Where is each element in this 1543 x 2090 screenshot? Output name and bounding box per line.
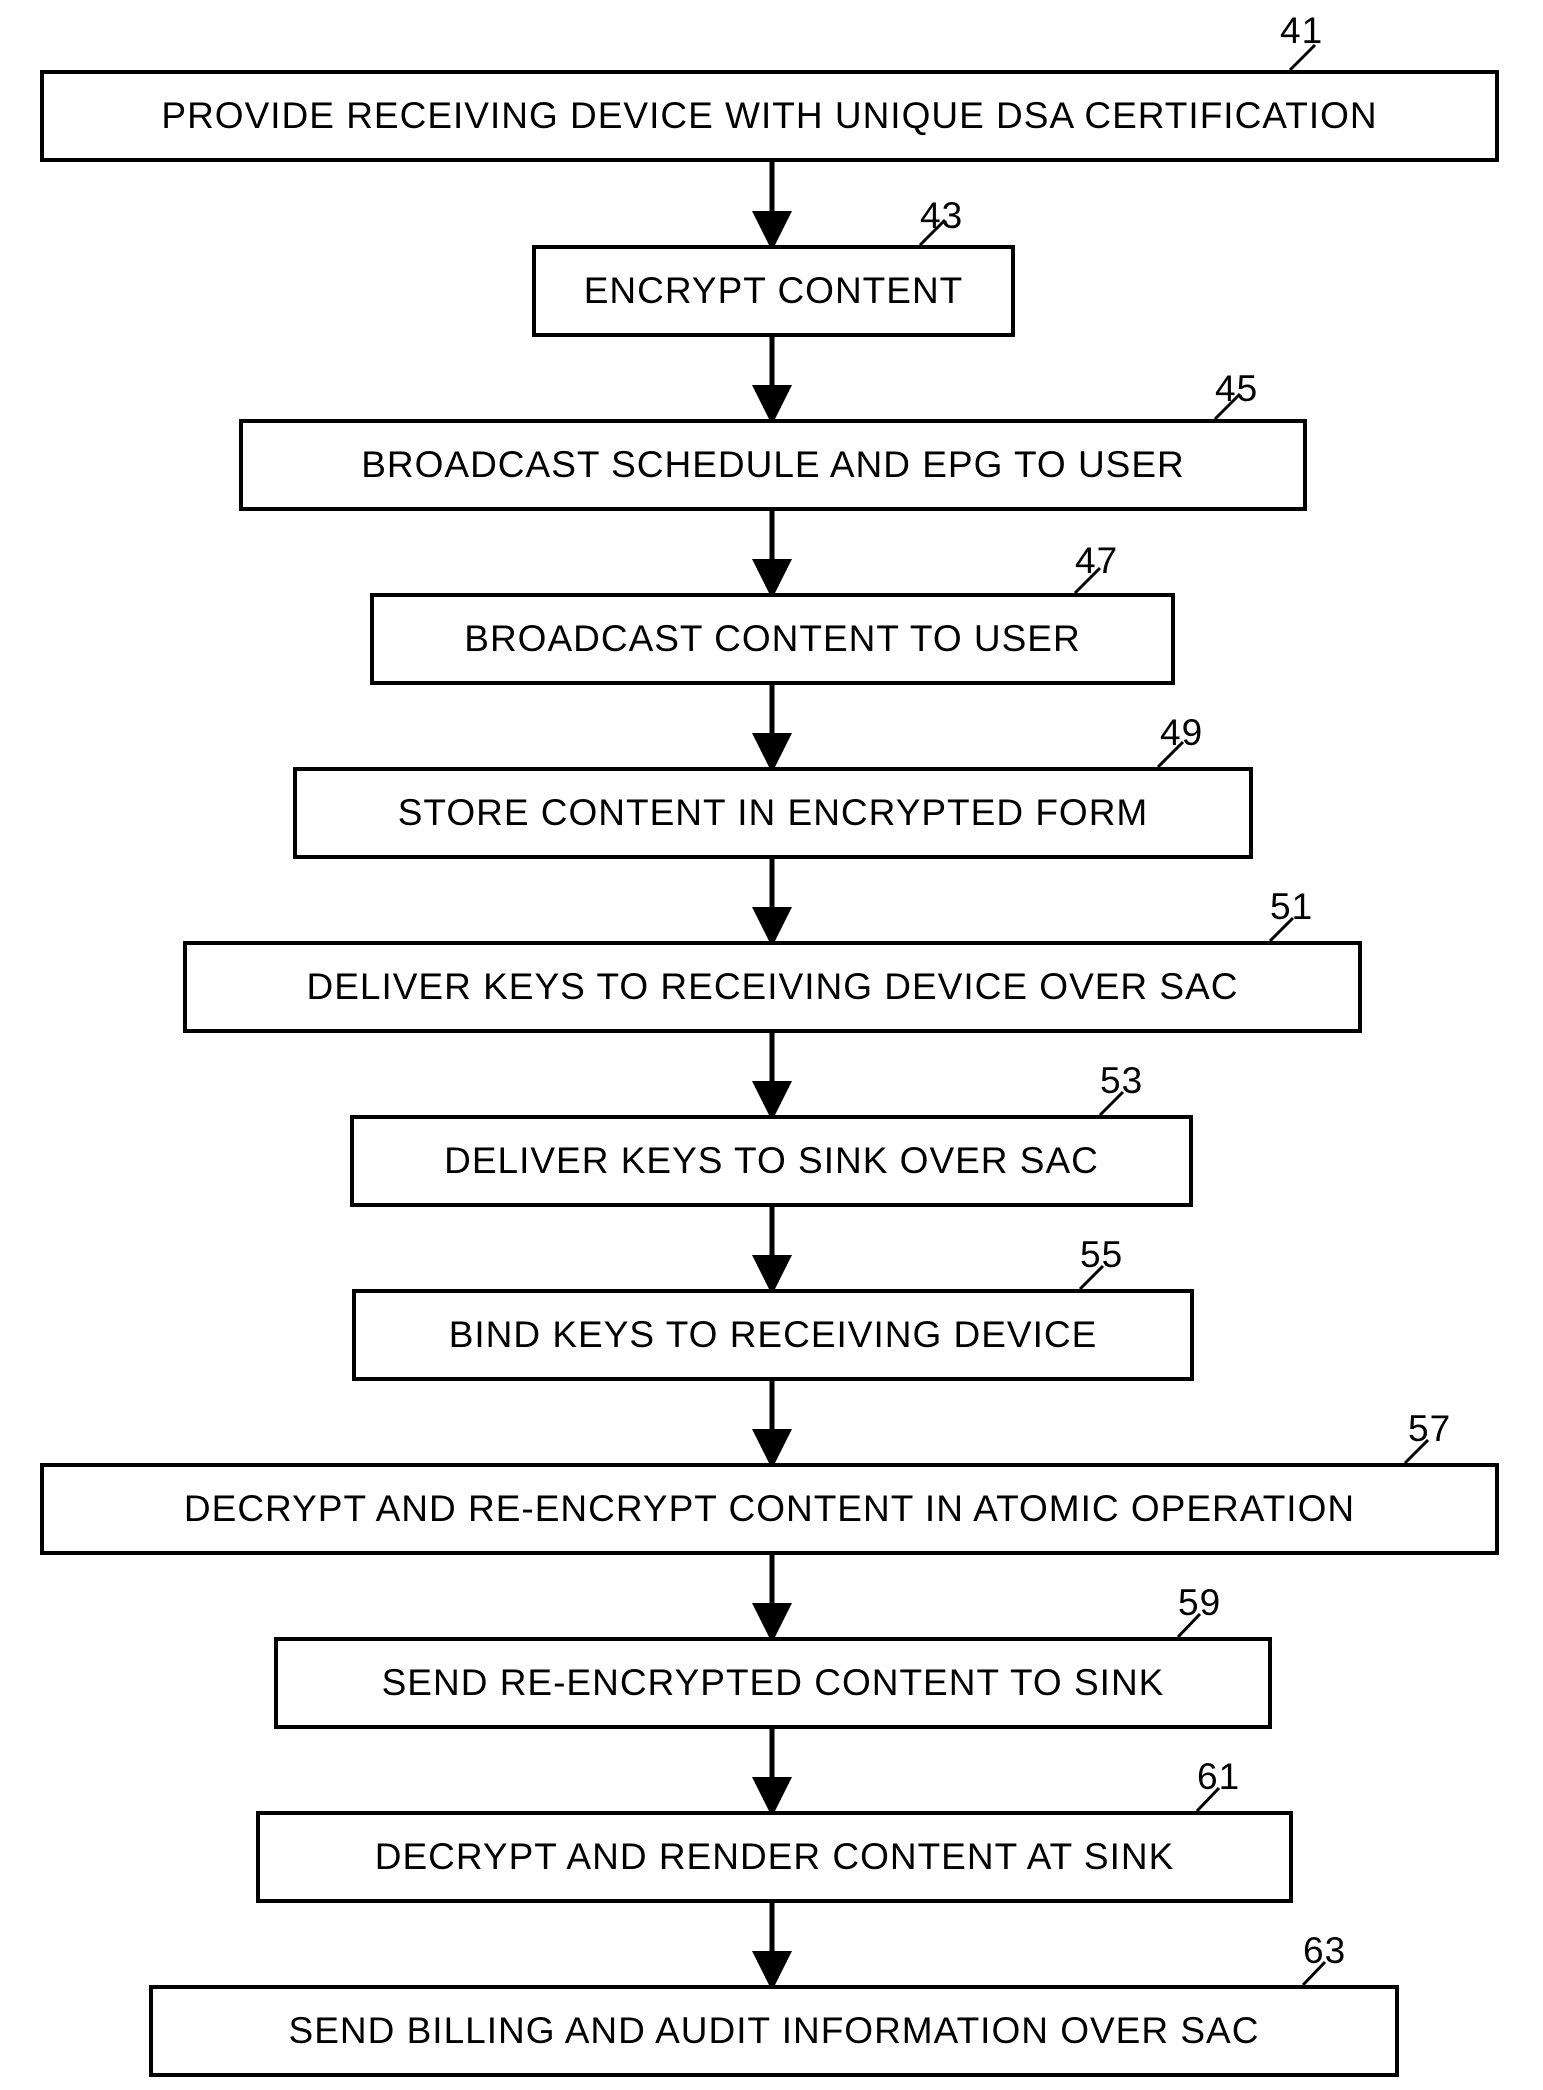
flow-step-45: BROADCAST SCHEDULE AND EPG TO USER <box>239 419 1307 511</box>
flow-step-51: DELIVER KEYS TO RECEIVING DEVICE OVER SA… <box>183 941 1362 1033</box>
flow-step-59: SEND RE-ENCRYPTED CONTENT TO SINK <box>274 1637 1272 1729</box>
ref-number-61: 61 <box>1197 1756 1240 1798</box>
ref-number-49: 49 <box>1160 712 1203 754</box>
ref-number-59: 59 <box>1178 1582 1221 1624</box>
ref-number-53: 53 <box>1100 1060 1143 1102</box>
flow-step-55: BIND KEYS TO RECEIVING DEVICE <box>352 1289 1194 1381</box>
flow-step-label: BROADCAST CONTENT TO USER <box>464 618 1080 660</box>
flowchart-canvas: PROVIDE RECEIVING DEVICE WITH UNIQUE DSA… <box>0 0 1543 2090</box>
flow-step-53: DELIVER KEYS TO SINK OVER SAC <box>350 1115 1193 1207</box>
ref-number-41: 41 <box>1280 10 1323 52</box>
ref-number-55: 55 <box>1080 1234 1123 1276</box>
ref-number-51: 51 <box>1270 886 1313 928</box>
ref-number-63: 63 <box>1303 1930 1346 1972</box>
ref-number-43: 43 <box>920 195 963 237</box>
flow-step-label: DECRYPT AND RENDER CONTENT AT SINK <box>375 1836 1175 1878</box>
flow-step-label: DELIVER KEYS TO SINK OVER SAC <box>444 1140 1099 1182</box>
flow-step-47: BROADCAST CONTENT TO USER <box>370 593 1175 685</box>
ref-number-45: 45 <box>1215 368 1258 410</box>
flow-step-label: DECRYPT AND RE-ENCRYPT CONTENT IN ATOMIC… <box>184 1488 1355 1530</box>
ref-number-57: 57 <box>1408 1408 1451 1450</box>
flow-step-57: DECRYPT AND RE-ENCRYPT CONTENT IN ATOMIC… <box>40 1463 1499 1555</box>
flow-step-label: PROVIDE RECEIVING DEVICE WITH UNIQUE DSA… <box>161 95 1377 137</box>
flow-step-label: BROADCAST SCHEDULE AND EPG TO USER <box>361 444 1185 486</box>
flow-step-63: SEND BILLING AND AUDIT INFORMATION OVER … <box>149 1985 1399 2077</box>
flow-step-label: BIND KEYS TO RECEIVING DEVICE <box>449 1314 1098 1356</box>
flow-step-label: ENCRYPT CONTENT <box>584 270 964 312</box>
flow-step-label: SEND RE-ENCRYPTED CONTENT TO SINK <box>382 1662 1165 1704</box>
flow-step-label: SEND BILLING AND AUDIT INFORMATION OVER … <box>289 2010 1260 2052</box>
flow-step-49: STORE CONTENT IN ENCRYPTED FORM <box>293 767 1253 859</box>
flow-step-43: ENCRYPT CONTENT <box>532 245 1015 337</box>
flow-step-label: STORE CONTENT IN ENCRYPTED FORM <box>398 792 1149 834</box>
flow-step-41: PROVIDE RECEIVING DEVICE WITH UNIQUE DSA… <box>40 70 1499 162</box>
flow-step-label: DELIVER KEYS TO RECEIVING DEVICE OVER SA… <box>307 966 1239 1008</box>
ref-number-47: 47 <box>1075 540 1118 582</box>
flow-step-61: DECRYPT AND RENDER CONTENT AT SINK <box>256 1811 1293 1903</box>
